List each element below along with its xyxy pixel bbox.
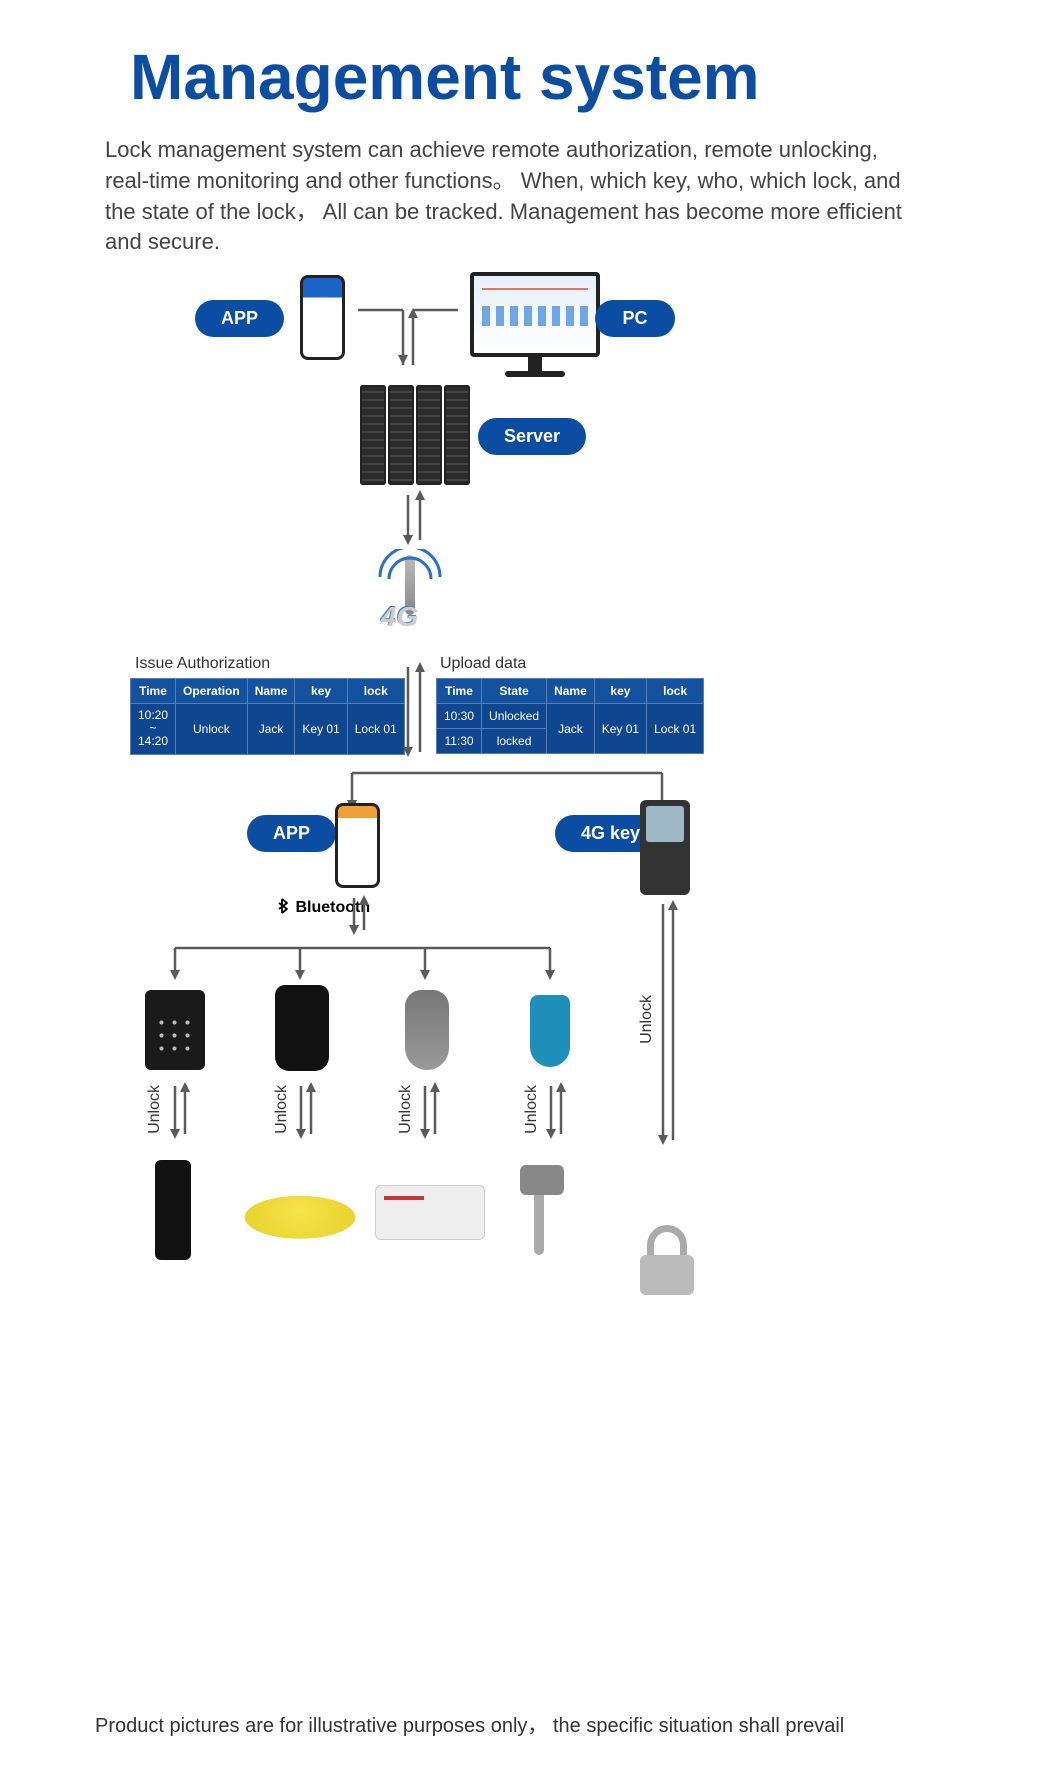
arrow-unlock-2 [296,1082,318,1149]
th: Operation [176,679,248,704]
table-auth-caption: Issue Authorization [135,655,270,673]
bt-device-gray-icon [405,990,449,1070]
td: 10:20 ~ 14:20 [131,704,176,755]
server-icon [360,385,470,485]
monitor-icon [470,272,600,357]
pill-server: Server [478,418,586,455]
td: locked [482,729,547,754]
arrow-unlock-4 [546,1082,568,1149]
phone-icon [300,275,345,360]
td: Lock 01 [347,704,404,755]
th: lock [647,679,704,704]
arrow-server-4g [400,490,430,555]
pill-app-top: APP [195,300,284,337]
th: key [295,679,347,704]
th: Name [247,679,295,704]
key-device-icon [640,800,690,895]
th: key [594,679,646,704]
phone-mid-icon [335,803,380,888]
lock-handle-icon [520,1165,570,1255]
bt-device-keypad-icon [145,990,205,1070]
arrow-4g-down [400,662,430,767]
padlock-icon [640,1225,694,1295]
unlock-label-5: Unlock [638,995,656,1044]
unlock-label-4: Unlock [523,1085,541,1134]
th: Name [547,679,595,704]
page-title: Management system [130,40,760,114]
bt-device-black-icon [275,985,329,1071]
arrow-app-pc-to-server [358,300,478,385]
arrow-unlock-3 [420,1082,442,1149]
lock-disc-icon [238,1196,361,1239]
td: Key 01 [594,704,646,754]
td: 10:30 [437,704,482,729]
arrow-split-app-key [352,765,672,820]
th: lock [347,679,404,704]
td: Jack [247,704,295,755]
td: Key 01 [295,704,347,755]
description: Lock management system can achieve remot… [105,135,905,258]
arrow-bluetooth-down [348,895,372,945]
td: 11:30 [437,729,482,754]
td: Unlock [176,704,248,755]
td: Jack [547,704,595,754]
pill-pc: PC [595,300,675,337]
unlock-label-3: Unlock [397,1085,415,1134]
fourg-label: 4G [380,600,417,632]
arrow-unlock-1 [170,1082,192,1149]
lock-box-icon [375,1185,485,1240]
table-auth: Time Operation Name key lock 10:20 ~ 14:… [130,678,405,755]
td: Unlocked [482,704,547,729]
unlock-label-2: Unlock [273,1085,291,1134]
unlock-label-1: Unlock [146,1085,164,1134]
footnote: Product pictures are for illustrative pu… [95,1709,965,1738]
table-upload-caption: Upload data [440,655,526,673]
arrow-unlock-5 [658,900,680,1155]
table-upload: Time State Name key lock 10:30 Unlocked … [436,678,704,754]
th: State [482,679,547,704]
th: Time [437,679,482,704]
lock-bar-icon [155,1160,191,1260]
pill-app-mid: APP [247,815,336,852]
arrow-device-bus [170,940,560,990]
bt-device-blue-icon [530,995,570,1067]
th: Time [131,679,176,704]
td: Lock 01 [647,704,704,754]
